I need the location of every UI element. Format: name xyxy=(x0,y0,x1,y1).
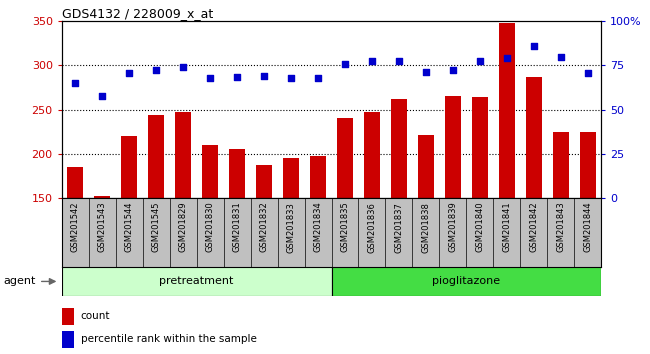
Point xyxy=(421,69,431,75)
Point xyxy=(313,75,323,81)
Text: GSM201834: GSM201834 xyxy=(313,202,322,252)
Text: GSM201839: GSM201839 xyxy=(448,202,458,252)
Bar xyxy=(175,112,191,198)
Text: percentile rank within the sample: percentile rank within the sample xyxy=(81,335,257,344)
Bar xyxy=(256,165,272,198)
Bar xyxy=(499,23,515,198)
Point xyxy=(70,80,81,86)
Point xyxy=(556,54,566,59)
Point xyxy=(474,58,485,64)
Text: GSM201835: GSM201835 xyxy=(341,202,350,252)
Text: GSM201543: GSM201543 xyxy=(98,202,107,252)
Text: GSM201837: GSM201837 xyxy=(395,202,404,252)
Point xyxy=(448,67,458,73)
Bar xyxy=(391,99,407,198)
Point xyxy=(367,58,377,64)
Bar xyxy=(62,331,73,348)
Bar xyxy=(337,118,353,198)
Point xyxy=(259,73,269,79)
Bar xyxy=(62,308,73,325)
Point xyxy=(151,67,161,73)
Point xyxy=(232,74,242,80)
Bar xyxy=(94,196,111,198)
Text: count: count xyxy=(81,312,110,321)
Text: pretreatment: pretreatment xyxy=(159,276,234,286)
Text: GSM201544: GSM201544 xyxy=(125,202,134,252)
Bar xyxy=(552,132,569,198)
Text: GSM201836: GSM201836 xyxy=(367,202,376,252)
Bar xyxy=(148,115,164,198)
Text: agent: agent xyxy=(3,276,36,286)
Text: GSM201832: GSM201832 xyxy=(259,202,268,252)
Point xyxy=(178,64,188,70)
Point xyxy=(528,43,539,49)
Bar xyxy=(229,149,245,198)
Text: GSM201842: GSM201842 xyxy=(529,202,538,252)
Text: GDS4132 / 228009_x_at: GDS4132 / 228009_x_at xyxy=(62,7,213,20)
Point xyxy=(394,58,404,64)
Bar xyxy=(310,156,326,198)
Text: GSM201830: GSM201830 xyxy=(205,202,214,252)
Bar xyxy=(580,132,596,198)
Bar xyxy=(364,112,380,198)
Text: pioglitazone: pioglitazone xyxy=(432,276,500,286)
Text: GSM201829: GSM201829 xyxy=(179,202,188,252)
Point xyxy=(124,70,135,75)
Bar xyxy=(418,135,434,198)
Bar xyxy=(472,97,488,198)
Bar xyxy=(67,167,83,198)
Text: GSM201843: GSM201843 xyxy=(556,202,566,252)
Bar xyxy=(283,159,299,198)
Point xyxy=(286,75,296,81)
Point xyxy=(340,61,350,67)
Text: GSM201840: GSM201840 xyxy=(475,202,484,252)
Text: GSM201542: GSM201542 xyxy=(71,202,80,252)
Bar xyxy=(526,77,542,198)
Bar xyxy=(445,96,461,198)
FancyBboxPatch shape xyxy=(332,267,601,296)
Point xyxy=(205,75,215,81)
Bar xyxy=(121,136,137,198)
Bar xyxy=(202,145,218,198)
Text: GSM201844: GSM201844 xyxy=(583,202,592,252)
Text: GSM201831: GSM201831 xyxy=(233,202,242,252)
Text: GSM201838: GSM201838 xyxy=(421,202,430,252)
Point xyxy=(502,56,512,61)
Point xyxy=(97,94,107,99)
Text: GSM201841: GSM201841 xyxy=(502,202,512,252)
Text: GSM201545: GSM201545 xyxy=(151,202,161,252)
FancyBboxPatch shape xyxy=(62,267,332,296)
Text: GSM201833: GSM201833 xyxy=(287,202,296,252)
Point xyxy=(582,70,593,75)
